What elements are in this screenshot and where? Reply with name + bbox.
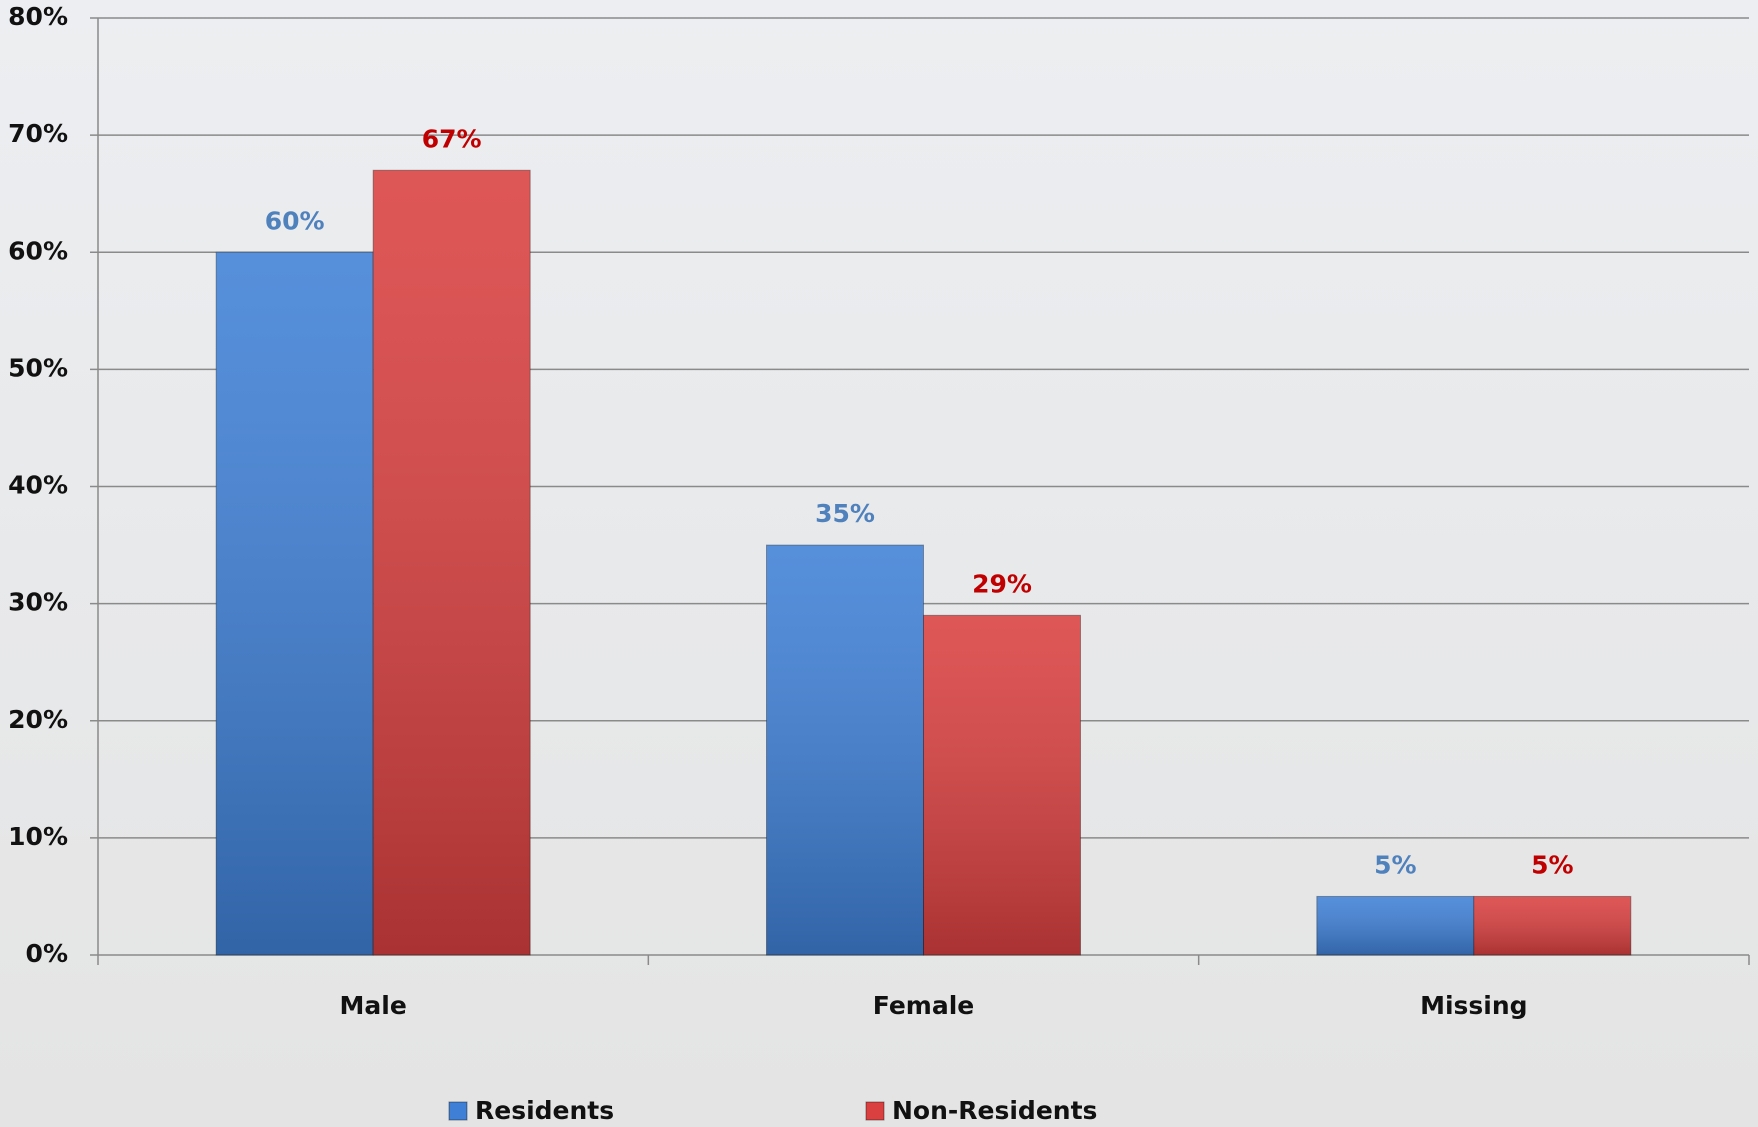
legend-label: Residents [475,1096,614,1125]
data-label: 60% [265,206,325,235]
data-label: 5% [1374,850,1416,879]
data-label: 35% [815,499,875,528]
legend-label: Non-Residents [892,1096,1097,1125]
legend-marker [866,1102,884,1120]
bar [924,615,1081,955]
data-label: 29% [972,569,1032,598]
legend-marker [449,1102,467,1120]
y-tick-label: 50% [8,353,68,382]
x-tick-label: Female [873,991,974,1020]
y-tick-label: 0% [26,939,68,968]
x-tick-label: Missing [1420,991,1527,1020]
chart: 0% 10% 20% 30% 40% 50% 60% 70% 80% Male 60% 67% Fema… [0,0,1758,1127]
data-label: 5% [1531,850,1573,879]
y-tick-label: 30% [8,588,68,617]
y-tick-label: 20% [8,705,68,734]
data-label: 67% [422,124,482,153]
bar [767,545,924,955]
y-tick-label: 70% [8,119,68,148]
x-tick-label: Male [340,991,407,1020]
y-tick-label: 10% [8,822,68,851]
bar [373,170,530,955]
bar [1317,896,1474,955]
y-tick-label: 80% [8,2,68,31]
bar [216,252,373,955]
bar [1474,896,1631,955]
y-tick-label: 60% [8,236,68,265]
y-tick-label: 40% [8,471,68,500]
